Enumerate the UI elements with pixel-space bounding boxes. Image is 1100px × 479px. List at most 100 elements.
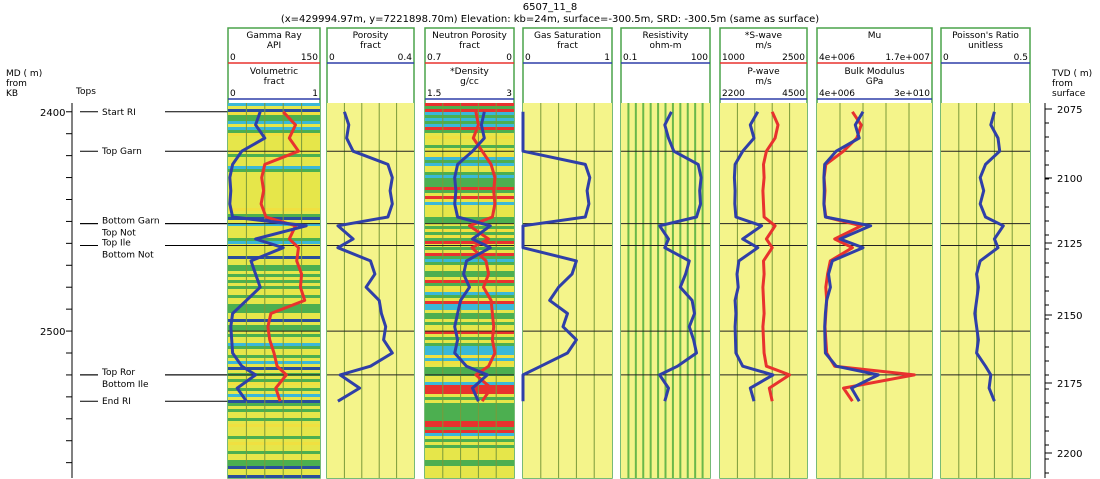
lithology-band xyxy=(228,229,320,232)
curve-porosity xyxy=(336,111,394,403)
lithology-band xyxy=(228,403,320,406)
lithology-band xyxy=(425,403,514,406)
lithology-band xyxy=(228,439,320,442)
lithology-band xyxy=(228,184,320,187)
track-background xyxy=(523,103,612,478)
lithology-band xyxy=(228,346,320,349)
lithology-band xyxy=(425,160,514,163)
lithology-band xyxy=(425,166,514,169)
lithology-band xyxy=(425,331,514,334)
lithology-band xyxy=(425,121,514,124)
lithology-band xyxy=(425,109,514,112)
lithology-band xyxy=(425,157,514,160)
lithology-band xyxy=(228,436,320,439)
lithology-band xyxy=(425,250,514,253)
lithology-band xyxy=(425,295,514,298)
lithology-band xyxy=(425,334,514,337)
lithology-band xyxy=(425,337,514,340)
lithology-band xyxy=(425,418,514,421)
lithology-band xyxy=(228,433,320,436)
lithology-band xyxy=(425,430,514,433)
top-marker-label: Top Garn xyxy=(101,147,142,157)
lithology-band xyxy=(228,187,320,190)
lithology-band xyxy=(425,394,514,397)
curve-min: 0 xyxy=(329,53,335,63)
lithology-band xyxy=(425,169,514,172)
lithology-band xyxy=(425,469,514,472)
curve-poisson-s-ratio xyxy=(973,111,1005,402)
lithology-band xyxy=(228,208,320,211)
lithology-band xyxy=(228,415,320,418)
lithology-band xyxy=(425,388,514,391)
curve-volumetric xyxy=(228,111,308,403)
lithology-band xyxy=(425,463,514,466)
lithology-band xyxy=(228,364,320,367)
lithology-band xyxy=(228,301,320,304)
curve-unit: fract xyxy=(360,41,381,51)
lithology-band xyxy=(425,415,514,418)
lithology-band xyxy=(425,361,514,364)
lithology-band xyxy=(425,424,514,427)
lithology-band xyxy=(228,196,320,199)
lithology-band xyxy=(228,469,320,472)
lithology-band xyxy=(228,406,320,409)
lithology-band xyxy=(228,388,320,391)
curve-unit: API xyxy=(267,41,281,51)
curve-max: 3 xyxy=(506,89,512,99)
lithology-band xyxy=(228,286,320,289)
lithology-band xyxy=(425,427,514,430)
track-background xyxy=(817,103,932,478)
lithology-band xyxy=(228,367,320,370)
curve-unit: m/s xyxy=(755,41,772,51)
lithology-band xyxy=(425,232,514,235)
lithology-band xyxy=(228,397,320,400)
lithology-band xyxy=(425,457,514,460)
lithology-band xyxy=(228,241,320,244)
lithology-band xyxy=(425,355,514,358)
lithology-band xyxy=(228,412,320,415)
lithology-band xyxy=(425,460,514,463)
lithology-band xyxy=(228,139,320,142)
lithology-band xyxy=(425,304,514,307)
lithology-band xyxy=(228,424,320,427)
lithology-band xyxy=(425,106,514,109)
curve-min: 4e+006 xyxy=(819,89,855,99)
lithology-band xyxy=(425,136,514,139)
curve-unit: fract xyxy=(459,41,480,51)
lithology-band xyxy=(425,346,514,349)
lithology-band xyxy=(425,190,514,193)
lithology-band xyxy=(425,142,514,145)
lithology-band xyxy=(425,379,514,382)
top-marker-label: End RI xyxy=(102,397,131,407)
lithology-band xyxy=(228,112,320,115)
lithology-band xyxy=(228,223,320,226)
track-fill xyxy=(621,103,710,478)
lithology-band xyxy=(228,457,320,460)
lithology-band xyxy=(425,118,514,121)
tvd-axis-title: TVD ( m) xyxy=(1051,69,1092,79)
lithology-band xyxy=(228,265,320,268)
lithology-band xyxy=(228,103,320,106)
lithology-band xyxy=(425,175,514,178)
lithology-band xyxy=(228,283,320,286)
curve-name: Resistivity xyxy=(643,31,690,41)
lithology-band xyxy=(228,298,320,301)
lithology-band xyxy=(228,319,320,322)
curve--s-wave xyxy=(761,111,792,402)
lithology-band xyxy=(425,277,514,280)
lithology-band xyxy=(425,319,514,322)
lithology-band xyxy=(228,151,320,154)
lithology-band xyxy=(425,364,514,367)
curve-max: 2500 xyxy=(782,53,805,63)
top-marker-label: Top Not xyxy=(101,229,136,239)
lithology-band xyxy=(228,175,320,178)
lithology-band xyxy=(425,130,514,133)
curve-p-wave xyxy=(732,111,775,402)
lithology-band xyxy=(228,199,320,202)
top-marker-label: Bottom Not xyxy=(102,251,154,261)
curve-unit: unitless xyxy=(968,41,1003,51)
